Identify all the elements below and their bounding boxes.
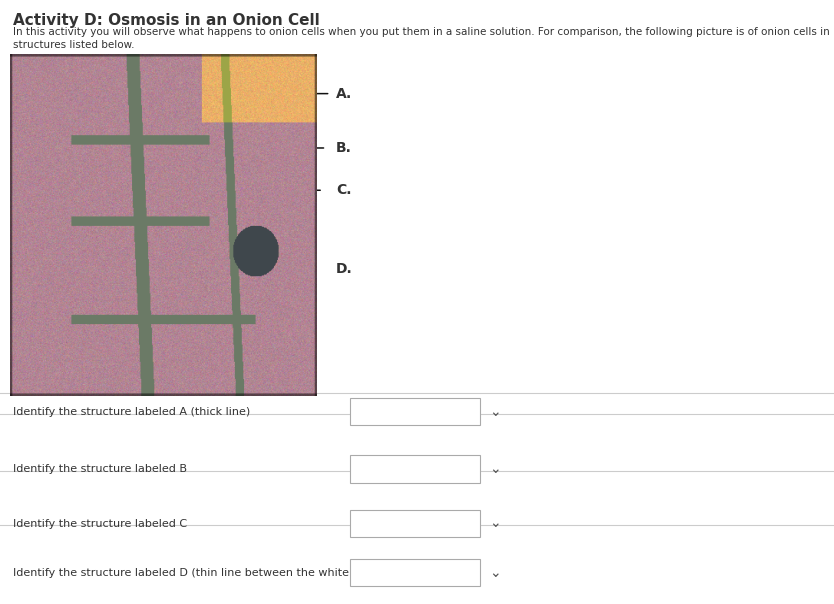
FancyBboxPatch shape [350, 559, 480, 586]
Text: In this activity you will observe what happens to onion cells when you put them : In this activity you will observe what h… [13, 27, 834, 37]
Text: ⌄: ⌄ [489, 566, 500, 580]
Text: Activity D: Osmosis in an Onion Cell: Activity D: Osmosis in an Onion Cell [13, 13, 319, 28]
Text: B.: B. [336, 141, 352, 155]
Text: A.: A. [336, 86, 352, 101]
Text: Identify the structure labeled B: Identify the structure labeled B [13, 464, 187, 474]
Text: structures listed below.: structures listed below. [13, 40, 134, 50]
Text: ⌄: ⌄ [489, 405, 500, 419]
Text: [ Choose ]: [ Choose ] [357, 568, 414, 578]
FancyBboxPatch shape [350, 398, 480, 425]
FancyBboxPatch shape [350, 455, 480, 483]
Text: C.: C. [336, 183, 352, 198]
Text: ⌄: ⌄ [489, 462, 500, 476]
FancyBboxPatch shape [350, 510, 480, 537]
Text: Identify the structure labeled D (thin line between the white and purple): Identify the structure labeled D (thin l… [13, 568, 417, 578]
Text: D.: D. [336, 262, 353, 276]
Text: ⌄: ⌄ [489, 516, 500, 530]
Text: [ Choose ]: [ Choose ] [357, 464, 414, 474]
Text: [ Choose ]: [ Choose ] [357, 518, 414, 528]
Text: [ Choose ]: [ Choose ] [357, 406, 414, 417]
Text: Identify the structure labeled A (thick line): Identify the structure labeled A (thick … [13, 407, 249, 417]
Text: Identify the structure labeled C: Identify the structure labeled C [13, 519, 187, 528]
